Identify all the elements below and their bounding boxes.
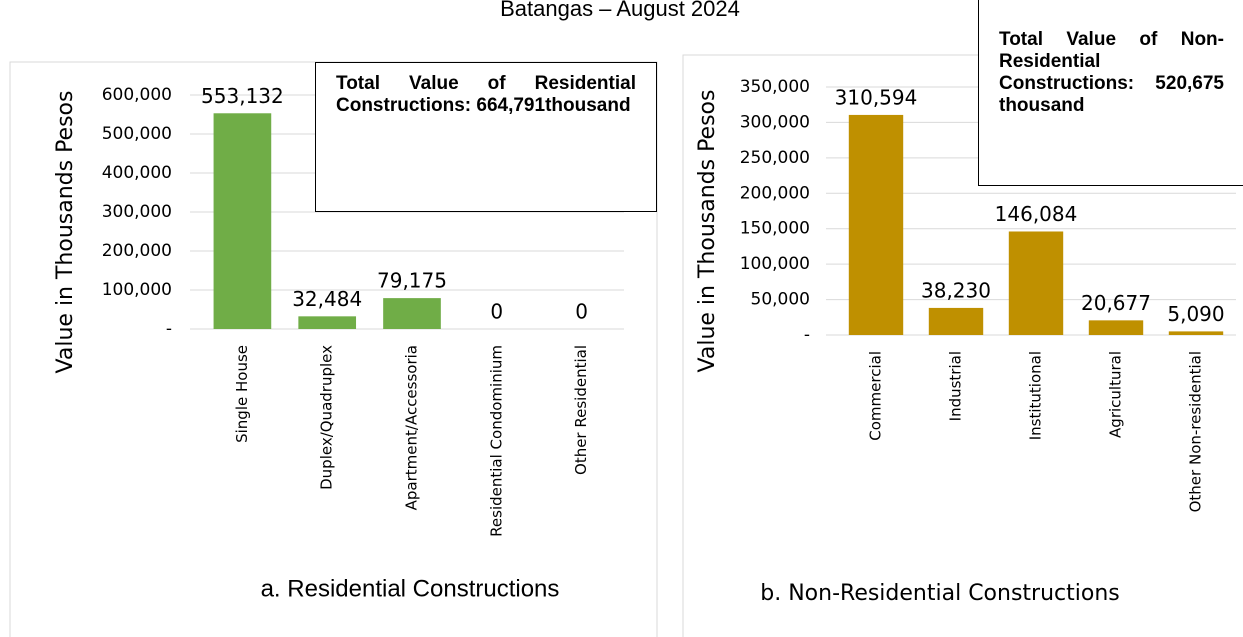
y-tick-label: 600,000 [102, 85, 172, 105]
y-tick-label: - [804, 325, 810, 345]
bar [848, 114, 904, 335]
data-label: 310,594 [835, 85, 918, 109]
annotation: Total Value of Residential Constructions… [315, 62, 657, 212]
bar [383, 298, 441, 329]
bar [298, 316, 357, 329]
y-tick-label: 400,000 [102, 163, 172, 183]
data-label: 5,090 [1167, 302, 1224, 326]
data-label: 0 [490, 300, 503, 324]
x-tick-label: Institutional [1027, 351, 1045, 440]
y-tick-label: 250,000 [740, 148, 810, 168]
chart-title: a. Residential Constructions [261, 575, 560, 602]
data-label: 38,230 [921, 278, 991, 302]
x-tick-label: Industrial [947, 351, 965, 421]
y-tick-label: 150,000 [740, 219, 810, 239]
y-tick-label: 200,000 [740, 183, 810, 203]
data-label: 20,677 [1081, 291, 1151, 315]
data-label: 553,132 [201, 84, 284, 108]
data-label: 32,484 [292, 287, 362, 311]
y-tick-label: 200,000 [102, 241, 172, 261]
x-tick-label: Residential Condominium [487, 345, 505, 537]
x-tick-label: Duplex/Quadruplex [318, 345, 336, 490]
panel-b [682, 54, 1243, 637]
annotation: Total Value of Non- Residential Construc… [978, 0, 1243, 186]
x-tick-label: Other Residential [572, 345, 590, 475]
bar [1088, 320, 1144, 335]
y-tick-label: 100,000 [740, 254, 810, 274]
x-tick-label: Apartment/Accessoria [403, 345, 421, 510]
y-axis-label: Value in Thousands Pesos [53, 91, 78, 374]
y-tick-label: 100,000 [102, 280, 172, 300]
x-tick-label: Other Non-residential [1187, 351, 1205, 512]
data-label: 0 [575, 300, 588, 324]
y-tick-label: 500,000 [102, 124, 172, 144]
y-tick-label: 350,000 [740, 77, 810, 97]
chart-title: b. Non-Residential Constructions [760, 581, 1119, 606]
y-tick-label: 300,000 [102, 202, 172, 222]
y-tick-label: - [166, 319, 172, 339]
x-tick-label: Commercial [867, 351, 885, 441]
data-label: 79,175 [377, 269, 447, 293]
y-axis-label: Value in Thousands Pesos [695, 90, 720, 373]
y-tick-label: 300,000 [740, 112, 810, 132]
bar [213, 113, 272, 329]
bar [1008, 231, 1064, 335]
bar [1168, 331, 1224, 335]
y-tick-label: 50,000 [751, 290, 810, 310]
data-label: 146,084 [995, 202, 1078, 226]
bar [928, 307, 984, 335]
x-tick-label: Agricultural [1107, 351, 1125, 438]
page-title: Batangas – August 2024 [500, 0, 740, 21]
x-tick-label: Single House [233, 345, 251, 443]
